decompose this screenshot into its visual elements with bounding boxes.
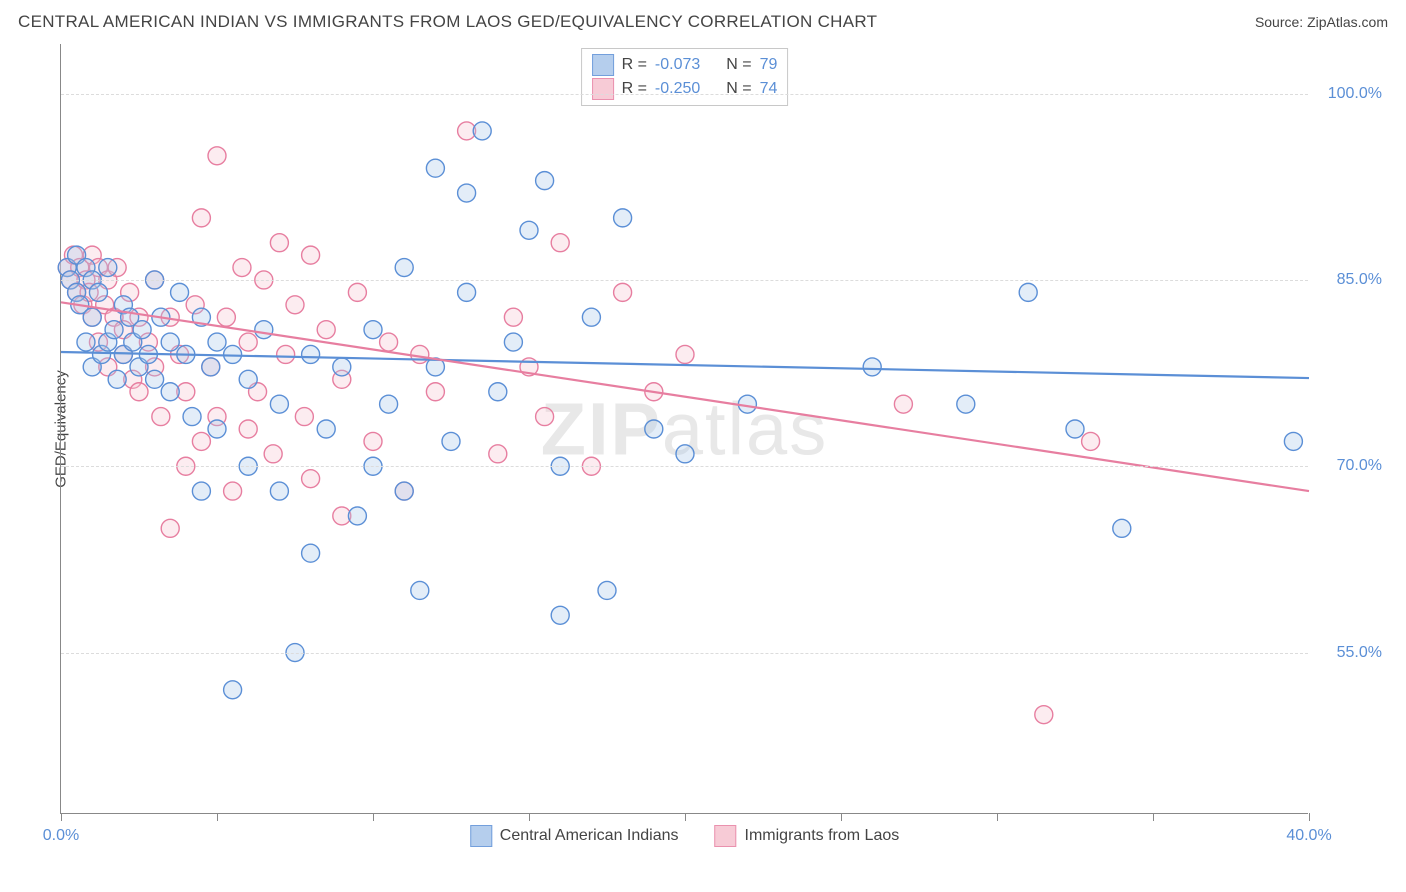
y-tick-label: 70.0% [1337,457,1382,475]
legend-series-item: Central American Indians [470,825,679,847]
chart-container: GED/Equivalency ZIPatlas R =-0.073N =79R… [46,44,1384,814]
x-tick-label: 40.0% [1286,827,1331,845]
x-tick [61,813,62,821]
plot-area: ZIPatlas R =-0.073N =79R =-0.250N =74 55… [60,44,1308,814]
n-value: 79 [760,56,778,74]
chart-title: CENTRAL AMERICAN INDIAN VS IMMIGRANTS FR… [18,12,877,32]
y-tick-label: 55.0% [1337,644,1382,662]
gridline [61,466,1308,467]
legend-swatch [592,54,614,76]
source-credit: Source: ZipAtlas.com [1255,14,1388,30]
r-label: R = [622,80,647,98]
x-tick [529,813,530,821]
x-tick [217,813,218,821]
legend-stat-row: R = -0.073 N = 79 [592,53,778,77]
n-value: 74 [760,80,778,98]
regression-line [61,352,1309,378]
r-value: -0.073 [655,56,700,74]
x-tick [841,813,842,821]
x-tick-label: 0.0% [43,827,79,845]
legend-swatch [470,825,492,847]
gridline [61,280,1308,281]
regression-line [61,302,1309,491]
n-label: N = [726,56,751,74]
correlation-legend: R = -0.073 N = 79 R = -0.250 N = 74 [581,48,789,106]
r-value: -0.250 [655,80,700,98]
trend-lines [61,44,1308,813]
x-tick [997,813,998,821]
gridline [61,94,1308,95]
gridline [61,653,1308,654]
x-tick [373,813,374,821]
legend-series-item: Immigrants from Laos [715,825,900,847]
x-tick [685,813,686,821]
n-label: N = [726,80,751,98]
legend-series-label: Central American Indians [500,827,679,845]
y-tick-label: 100.0% [1328,85,1382,103]
legend-series-label: Immigrants from Laos [745,827,900,845]
legend-swatch [715,825,737,847]
x-tick [1153,813,1154,821]
series-legend: Central American Indians Immigrants from … [470,825,899,847]
legend-swatch [592,78,614,100]
x-tick [1309,813,1310,821]
r-label: R = [622,56,647,74]
y-tick-label: 85.0% [1337,271,1382,289]
legend-stat-row: R = -0.250 N = 74 [592,77,778,101]
